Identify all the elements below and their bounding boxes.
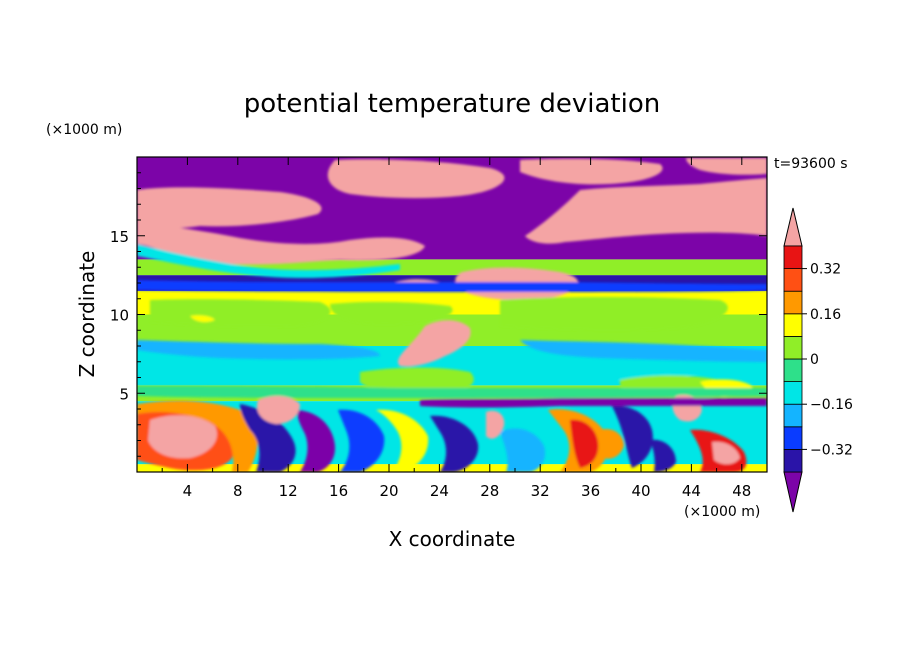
contour-feature <box>190 315 215 323</box>
y-tick-label: 15 <box>110 228 129 246</box>
x-tick-label: 4 <box>183 482 193 500</box>
x-tick-label: 16 <box>329 482 348 500</box>
contour-feature <box>500 428 546 472</box>
contour-feature <box>376 409 429 472</box>
contour-feature <box>148 415 218 459</box>
colorbar-box <box>783 403 803 428</box>
contour-feature <box>330 301 453 325</box>
contour-feature <box>256 395 300 424</box>
x-tick-label: 44 <box>682 482 701 500</box>
colorbar-label: 0.16 <box>810 307 841 323</box>
contour-feature <box>612 405 653 468</box>
contour-feature <box>712 441 740 465</box>
contour-feature <box>327 159 505 199</box>
x-axis-label: X coordinate <box>389 527 516 551</box>
contour-feature <box>137 222 425 265</box>
x-tick-label: 48 <box>732 482 751 500</box>
x-tick-label: 24 <box>430 482 449 500</box>
contour-feature <box>600 428 624 459</box>
contour-feature <box>520 158 663 185</box>
colorbar-box <box>783 268 803 292</box>
colorbar-box <box>783 290 803 315</box>
contour-feature <box>137 400 258 472</box>
contour-feature <box>650 439 676 472</box>
contour-feature <box>398 320 471 367</box>
contour-feature <box>160 364 290 380</box>
heatmap-area <box>137 157 767 472</box>
x-tick-label: 12 <box>279 482 298 500</box>
colorbar-label: 0.32 <box>810 262 841 278</box>
contour-feature <box>137 187 322 229</box>
x-tick-label: 40 <box>631 482 650 500</box>
contour-feature <box>137 340 380 360</box>
contour-feature <box>570 419 599 468</box>
colorbar-box <box>783 335 803 360</box>
colorbar-label: −0.32 <box>810 442 853 458</box>
x-tick-label: 28 <box>480 482 499 500</box>
contour-feature <box>525 178 767 244</box>
x-tick-label: 32 <box>531 482 550 500</box>
contour-feature <box>360 367 474 395</box>
y-unit-label: (×1000 m) <box>46 122 122 138</box>
colorbar-max-triangle <box>783 207 803 247</box>
colorbar-box <box>783 358 803 383</box>
colorbar-box <box>783 448 803 473</box>
contour-features <box>137 158 767 472</box>
y-ticks: 5 10 15 <box>110 172 767 457</box>
x-tick-label: 20 <box>379 482 398 500</box>
contour-feature <box>338 409 385 472</box>
y-tick-label: 5 <box>119 385 129 403</box>
contour-feature <box>430 415 479 472</box>
colorbar-box <box>783 426 803 450</box>
contour-feature <box>137 244 400 278</box>
time-label: t=93600 s <box>774 156 848 172</box>
colorbar-box <box>783 313 803 337</box>
y-axis-label: Z coordinate <box>75 251 99 378</box>
x-unit-label: (×1000 m) <box>684 504 760 520</box>
colorbar-label: −0.16 <box>810 397 853 413</box>
colorbar-box <box>783 245 803 270</box>
contour-feature <box>297 410 336 472</box>
contour-feature <box>686 158 767 175</box>
x-tick-label: 36 <box>581 482 600 500</box>
colorbar-box <box>783 381 803 405</box>
contour-feature <box>137 386 767 398</box>
contour-feature <box>500 297 728 331</box>
contour-feature <box>486 410 505 439</box>
x-ticks: 4 8 12 16 20 24 28 32 36 40 44 48 <box>161 157 751 500</box>
chart-title: potential temperature deviation <box>244 89 660 119</box>
colorbar-min-triangle <box>783 471 803 513</box>
y-tick-label: 10 <box>110 307 129 325</box>
contour-feature <box>137 280 767 292</box>
contour-feature <box>520 340 767 362</box>
contour-feature <box>420 398 767 408</box>
x-tick-label: 8 <box>233 482 243 500</box>
colorbar: 0.32 0.16 0 −0.16 −0.32 <box>783 207 853 513</box>
contour-feature <box>150 299 331 327</box>
colorbar-label: 0 <box>810 352 819 368</box>
contour-feature <box>240 404 296 472</box>
